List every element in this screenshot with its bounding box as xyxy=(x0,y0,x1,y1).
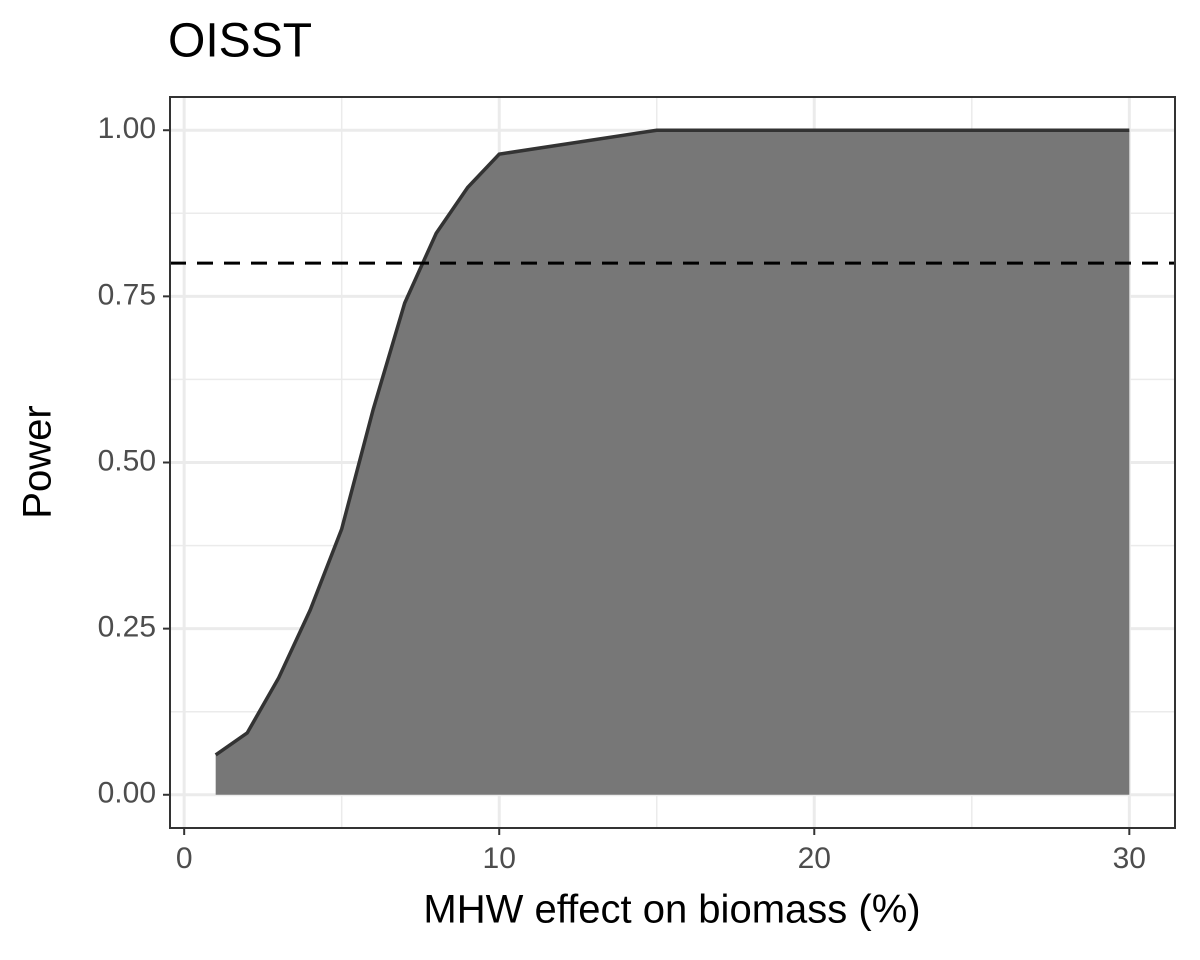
x-tick-label: 10 xyxy=(483,842,516,875)
chart-title: OISST xyxy=(168,15,312,68)
area-line xyxy=(214,128,1130,757)
x-tick-label: 30 xyxy=(1113,842,1146,875)
y-tick-label: 0.75 xyxy=(98,278,156,311)
x-axis-label: MHW effect on biomass (%) xyxy=(423,888,920,932)
x-tick-label: 0 xyxy=(176,842,193,875)
y-tick-label: 0.00 xyxy=(98,777,156,810)
panel-border xyxy=(169,96,1176,829)
area xyxy=(215,130,1130,795)
y-tick-label: 1.00 xyxy=(98,112,156,145)
y-tick-label: 0.25 xyxy=(98,611,156,644)
y-tick-label: 0.50 xyxy=(98,444,156,477)
y-axis-label: Power xyxy=(16,405,60,518)
x-tick-label: 20 xyxy=(798,842,831,875)
